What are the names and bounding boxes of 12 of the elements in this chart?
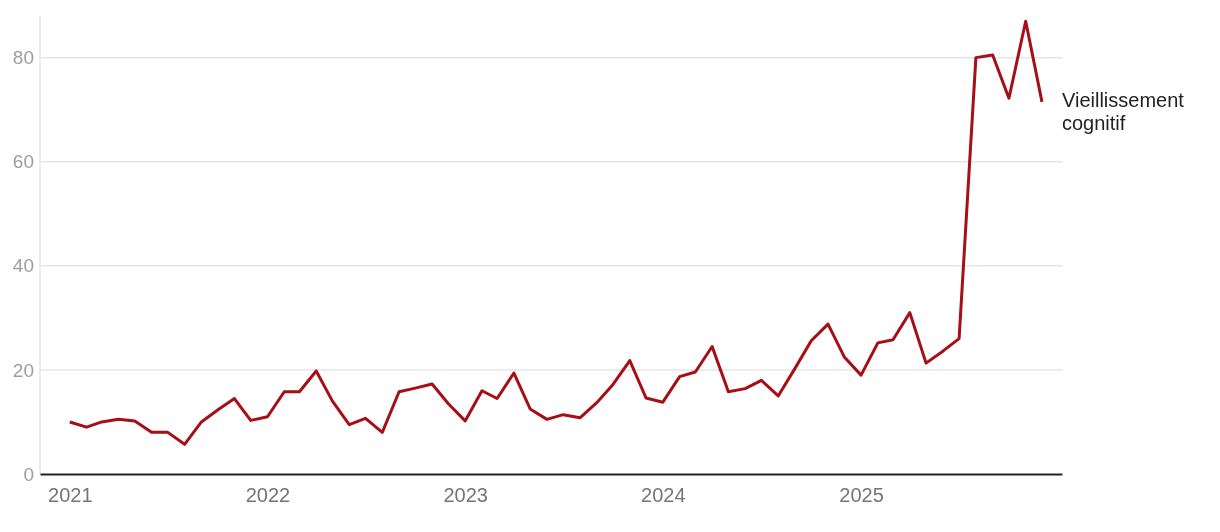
line-series: [68, 19, 1044, 446]
y-tick-label: 0: [23, 463, 34, 485]
series-label: Vieillissement cognitif: [1061, 88, 1185, 134]
y-tick-label: 20: [12, 359, 34, 381]
y-tick-label: 40: [12, 255, 34, 277]
x-tick-label: 2023: [443, 484, 488, 507]
y-tick-label: 60: [12, 151, 34, 173]
x-tick-label: 2021: [48, 484, 93, 507]
x-tick-label: 2024: [641, 484, 686, 507]
x-tick-label: 2022: [245, 484, 291, 507]
y-tick-label: 80: [12, 47, 34, 69]
x-tick-label: 2025: [839, 484, 884, 507]
